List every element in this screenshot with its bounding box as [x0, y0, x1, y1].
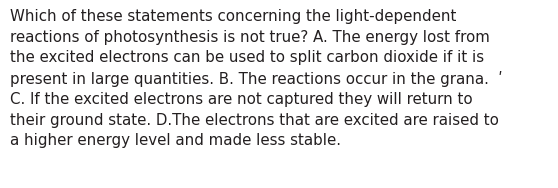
Text: Which of these statements concerning the light-dependent
reactions of photosynth: Which of these statements concerning the… — [10, 9, 503, 148]
